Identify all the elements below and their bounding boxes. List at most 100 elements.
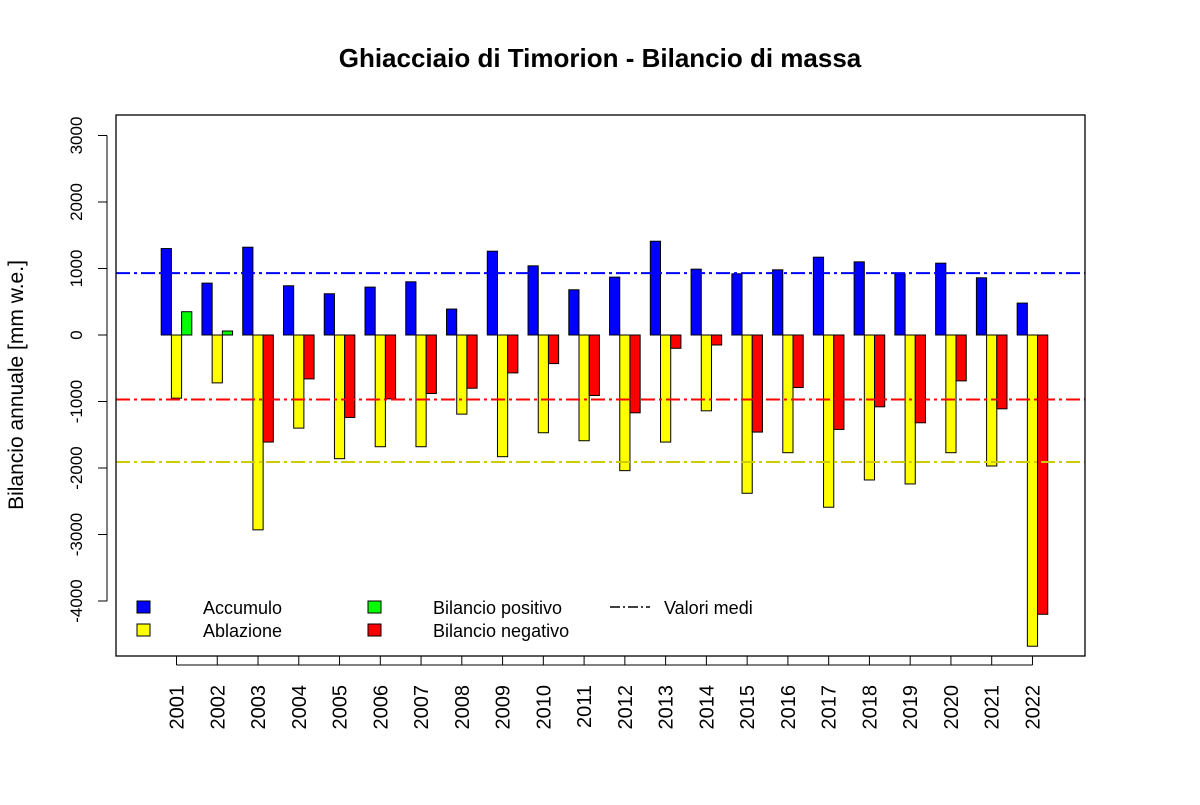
bar-accumulo xyxy=(935,262,947,336)
bar-accumulo xyxy=(1016,302,1028,336)
x-tick-label: 2019 xyxy=(900,685,922,730)
x-tick-label: 2021 xyxy=(982,685,1004,730)
y-tick-label: -1000 xyxy=(67,380,86,423)
x-tick-label: 2009 xyxy=(493,685,515,730)
bar-bilancio-negativo xyxy=(833,334,845,430)
y-tick-label: 0 xyxy=(67,330,86,339)
bar-bilancio-positivo xyxy=(221,330,234,336)
x-tick-label: 2010 xyxy=(533,685,555,730)
chart-title: Ghiacciaio di Timorion - Bilancio di mas… xyxy=(339,43,862,73)
bar-accumulo xyxy=(853,261,865,336)
x-tick-label: 2007 xyxy=(411,685,433,730)
y-tick-label: -3000 xyxy=(67,513,86,556)
bar-accumulo xyxy=(772,269,784,336)
bar-accumulo xyxy=(731,273,743,336)
bar-ablazione xyxy=(700,334,712,412)
x-tick-label: 2014 xyxy=(696,685,718,730)
bar-ablazione xyxy=(211,334,223,384)
bar-ablazione xyxy=(415,334,427,448)
bar-bilancio-negativo xyxy=(384,334,397,400)
y-tick-label: 3000 xyxy=(67,117,86,155)
bar-bilancio-negativo xyxy=(710,334,723,346)
x-tick-label: 2008 xyxy=(452,685,474,730)
bar-accumulo xyxy=(527,265,539,336)
bar-ablazione xyxy=(945,334,957,454)
bar-ablazione xyxy=(660,334,672,443)
bar-bilancio-negativo xyxy=(262,334,274,443)
bar-ablazione xyxy=(456,334,468,415)
y-tick-label: 2000 xyxy=(67,183,86,221)
bar-bilancio-negativo xyxy=(629,334,641,414)
bar-ablazione xyxy=(537,334,549,434)
bar-accumulo xyxy=(486,250,498,336)
x-tick-label: 2018 xyxy=(859,685,881,730)
legend-swatch xyxy=(136,600,151,614)
y-tick-label: -4000 xyxy=(67,579,86,622)
bar-bilancio-negativo xyxy=(751,334,763,433)
bar-ablazione xyxy=(170,334,183,399)
y-tick-label: -2000 xyxy=(67,446,86,489)
bar-bilancio-negativo xyxy=(670,334,682,349)
legend-swatch xyxy=(136,623,151,637)
x-tick-label: 2011 xyxy=(574,685,596,728)
x-tick-label: 2006 xyxy=(370,685,392,730)
bar-accumulo xyxy=(609,276,621,336)
x-tick-label: 2005 xyxy=(330,685,352,730)
bar-ablazione xyxy=(252,334,264,531)
bar-ablazione xyxy=(578,334,590,442)
x-tick-label: 2002 xyxy=(207,685,229,730)
bar-ablazione xyxy=(1026,334,1039,647)
bar-bilancio-negativo xyxy=(547,334,560,365)
x-tick-label: 2017 xyxy=(819,685,841,730)
legend-label: Ablazione xyxy=(203,621,282,641)
legend-label: Bilancio positivo xyxy=(433,598,562,618)
bar-accumulo xyxy=(405,281,417,336)
bar-accumulo xyxy=(323,293,335,336)
legend-label: Bilancio negativo xyxy=(433,621,569,641)
bar-accumulo xyxy=(812,256,825,336)
bar-accumulo xyxy=(894,273,906,336)
bar-accumulo xyxy=(690,268,702,336)
bar-ablazione xyxy=(823,334,835,508)
bar-accumulo xyxy=(201,282,213,336)
bar-accumulo xyxy=(364,286,376,336)
y-axis-label: Bilancio annuale [mm w.e.] xyxy=(5,260,28,510)
x-tick-label: 2001 xyxy=(167,685,189,730)
bar-bilancio-negativo xyxy=(303,334,315,380)
x-tick-label: 2004 xyxy=(289,685,311,730)
bar-bilancio-negativo xyxy=(874,334,886,408)
bar-bilancio-negativo xyxy=(1037,334,1049,615)
bar-accumulo xyxy=(160,248,172,336)
legend-swatch xyxy=(367,600,382,614)
bar-ablazione xyxy=(374,334,386,448)
x-tick-label: 2015 xyxy=(737,685,759,730)
bar-bilancio-negativo xyxy=(996,334,1008,410)
legend-label: Valori medi xyxy=(664,598,753,618)
legend-label: Accumulo xyxy=(203,598,282,618)
legend-swatch xyxy=(367,623,382,637)
x-tick-label: 2003 xyxy=(248,685,270,730)
bar-bilancio-negativo xyxy=(466,334,478,389)
x-tick-label: 2022 xyxy=(1022,685,1044,730)
x-tick-label: 2013 xyxy=(656,685,678,730)
x-tick-label: 2012 xyxy=(615,685,637,730)
bar-accumulo xyxy=(568,289,580,336)
x-tick-label: 2020 xyxy=(941,685,963,730)
bar-bilancio-negativo xyxy=(344,334,356,418)
bar-bilancio-negativo xyxy=(588,334,600,397)
y-tick-label: 1000 xyxy=(67,250,86,288)
x-tick-label: 2016 xyxy=(778,685,800,730)
bar-ablazione xyxy=(619,334,631,472)
bar-accumulo xyxy=(282,285,295,336)
bar-accumulo xyxy=(242,246,254,336)
bar-ablazione xyxy=(496,334,509,458)
bar-accumulo xyxy=(975,277,988,336)
bar-ablazione xyxy=(782,334,794,454)
bar-bilancio-negativo xyxy=(507,334,519,374)
bar-bilancio-negativo xyxy=(914,334,926,424)
bar-bilancio-positivo xyxy=(181,311,193,336)
bar-bilancio-negativo xyxy=(955,334,967,382)
bar-ablazione xyxy=(863,334,876,481)
bar-ablazione xyxy=(293,334,305,429)
